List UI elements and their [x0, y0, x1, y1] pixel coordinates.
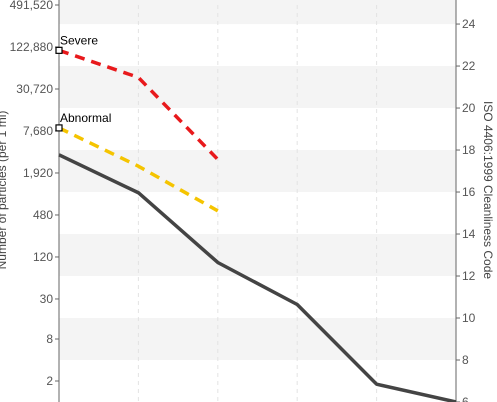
threshold-marker — [55, 124, 63, 132]
y-tick-label: 2 — [46, 374, 53, 388]
axes — [58, 0, 457, 402]
y-tick-label: 7,680 — [23, 124, 53, 138]
series-line-1 — [58, 153, 457, 402]
y2-tick-label: 20 — [462, 101, 476, 115]
y2-axis-ticks: 68101214161820222426 — [456, 17, 476, 402]
series-line-3 — [58, 126, 219, 213]
grid-band — [59, 66, 456, 109]
y-tick-label: 30,720 — [16, 82, 53, 96]
grid-band — [59, 318, 456, 361]
y-axis-ticks: 2 8 30 120 480 1,920 7,680 30,720 122,880 491,520 — [10, 0, 59, 388]
grid-band — [59, 150, 456, 193]
y-tick-label: 1,920 — [23, 166, 53, 180]
grid-band — [59, 24, 456, 67]
y-tick-label: 122,880 — [10, 40, 54, 54]
y-tick-label: 120 — [33, 250, 53, 264]
threshold-marker — [55, 46, 63, 54]
grid-band — [59, 360, 456, 402]
y-tick-label: 30 — [40, 292, 54, 306]
y2-tick-label: 24 — [462, 17, 476, 31]
y2-tick-label: 6 — [462, 395, 469, 402]
y2-tick-label: 14 — [462, 227, 476, 241]
threshold-label: Severe — [60, 33, 98, 47]
y-axis-title: Number of particles (per 1 ml) — [0, 111, 9, 270]
grid-band — [59, 108, 456, 151]
annotations: Severe Abnormal — [55, 33, 111, 132]
y-tick-label: 8 — [46, 332, 53, 346]
vertical-grid — [137, 5, 378, 402]
y-tick-label: 491,520 — [10, 0, 54, 12]
threshold-label: Abnormal — [60, 111, 111, 125]
y2-tick-label: 12 — [462, 269, 476, 283]
series-lines — [58, 48, 457, 402]
grid-band — [59, 0, 456, 25]
y2-axis-title: ISO 4406:1999 Cleanliness Code — [481, 101, 495, 279]
grid-band — [59, 192, 456, 235]
y2-tick-label: 18 — [462, 143, 476, 157]
y2-tick-label: 8 — [462, 353, 469, 367]
grid-band — [59, 234, 456, 277]
y2-tick-label: 10 — [462, 311, 476, 325]
y2-tick-label: 22 — [462, 59, 476, 73]
y2-tick-label: 16 — [462, 185, 476, 199]
y-tick-label: 480 — [33, 208, 53, 222]
grid-bands — [59, 0, 456, 402]
series-line-2 — [58, 48, 220, 161]
